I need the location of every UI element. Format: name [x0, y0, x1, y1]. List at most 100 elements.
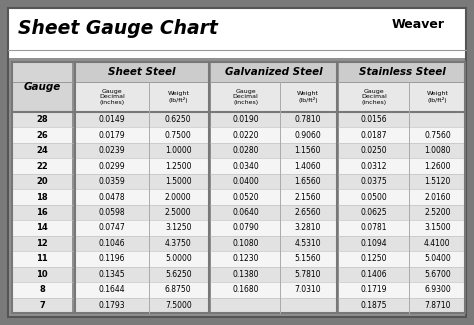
Text: 0.0156: 0.0156	[361, 115, 388, 124]
Bar	[75, 205, 149, 220]
Bar	[409, 266, 465, 282]
Text: 3.2810: 3.2810	[295, 224, 321, 232]
Text: 0.1196: 0.1196	[99, 254, 126, 263]
Text: 10: 10	[36, 270, 48, 279]
Bar	[409, 189, 465, 205]
Text: 0.0598: 0.0598	[99, 208, 126, 217]
Bar	[149, 298, 208, 313]
Text: 0.1345: 0.1345	[99, 270, 126, 279]
Text: 14: 14	[36, 224, 48, 232]
Bar	[280, 251, 336, 266]
Bar	[280, 205, 336, 220]
Text: 24: 24	[36, 146, 48, 155]
Bar	[280, 220, 336, 236]
Text: 6.8750: 6.8750	[165, 285, 191, 294]
Text: 0.0149: 0.0149	[99, 115, 126, 124]
Text: 2.5200: 2.5200	[424, 208, 451, 217]
Bar	[409, 127, 465, 143]
Bar	[75, 282, 149, 298]
Text: 0.0250: 0.0250	[361, 146, 388, 155]
Bar	[149, 220, 208, 236]
Text: Gauge
Decimal
(inches): Gauge Decimal (inches)	[233, 89, 258, 105]
Bar	[339, 189, 409, 205]
Bar	[339, 62, 465, 82]
Bar	[211, 298, 280, 313]
Bar	[409, 251, 465, 266]
Bar	[409, 298, 465, 313]
Bar	[409, 174, 465, 189]
Bar	[280, 282, 336, 298]
Bar	[75, 158, 149, 174]
Text: 3.1500: 3.1500	[424, 224, 451, 232]
Bar	[75, 62, 208, 82]
Text: 0.1793: 0.1793	[99, 301, 126, 310]
Bar	[12, 205, 72, 220]
Bar	[12, 189, 72, 205]
Text: 0.7560: 0.7560	[424, 131, 451, 140]
Text: 5.0400: 5.0400	[424, 254, 451, 263]
Bar	[75, 266, 149, 282]
Text: Weight
(lb/ft²): Weight (lb/ft²)	[167, 91, 189, 103]
Bar	[149, 112, 208, 127]
Bar	[280, 236, 336, 251]
Text: 0.1094: 0.1094	[361, 239, 388, 248]
Text: 0.0179: 0.0179	[99, 131, 126, 140]
Bar	[12, 112, 72, 127]
Bar	[12, 282, 72, 298]
Bar	[211, 158, 280, 174]
Bar	[339, 251, 409, 266]
Text: 16: 16	[36, 208, 48, 217]
Bar	[75, 112, 149, 127]
Bar	[75, 143, 149, 158]
Text: 0.0400: 0.0400	[232, 177, 259, 186]
Text: 1.6560: 1.6560	[295, 177, 321, 186]
Text: 20: 20	[36, 177, 48, 186]
Text: 5.1560: 5.1560	[295, 254, 321, 263]
Bar	[409, 205, 465, 220]
Bar	[339, 266, 409, 282]
Bar	[211, 127, 280, 143]
Text: 0.0747: 0.0747	[99, 224, 126, 232]
Text: 5.6700: 5.6700	[424, 270, 451, 279]
Text: 2.0160: 2.0160	[424, 192, 451, 202]
Text: 3.1250: 3.1250	[165, 224, 191, 232]
Text: 0.0500: 0.0500	[361, 192, 388, 202]
Text: 0.0299: 0.0299	[99, 162, 126, 171]
Text: 0.0478: 0.0478	[99, 192, 126, 202]
Bar	[409, 282, 465, 298]
Bar	[149, 189, 208, 205]
Bar	[339, 220, 409, 236]
Text: 8: 8	[39, 285, 45, 294]
Bar	[409, 158, 465, 174]
Bar	[149, 127, 208, 143]
Bar	[339, 112, 409, 127]
Text: 0.0312: 0.0312	[361, 162, 387, 171]
Text: 1.5000: 1.5000	[165, 177, 191, 186]
Text: 0.7500: 0.7500	[165, 131, 191, 140]
Bar	[211, 62, 336, 82]
Text: 26: 26	[36, 131, 48, 140]
Text: 0.1680: 0.1680	[232, 285, 259, 294]
Bar	[280, 112, 336, 127]
Bar	[75, 251, 149, 266]
Text: 0.1719: 0.1719	[361, 285, 387, 294]
Bar	[339, 298, 409, 313]
Bar	[211, 174, 280, 189]
Bar	[75, 298, 149, 313]
Bar	[339, 205, 409, 220]
Bar	[211, 251, 280, 266]
Bar	[149, 236, 208, 251]
Bar	[409, 236, 465, 251]
Bar	[409, 82, 465, 112]
Bar	[211, 236, 280, 251]
Text: 0.9060: 0.9060	[294, 131, 321, 140]
Text: 0.1644: 0.1644	[99, 285, 126, 294]
Text: 0.1230: 0.1230	[232, 254, 259, 263]
Bar	[339, 174, 409, 189]
Bar	[149, 82, 208, 112]
Text: 0.0340: 0.0340	[232, 162, 259, 171]
Bar	[75, 220, 149, 236]
Text: Galvanized Steel: Galvanized Steel	[225, 67, 322, 77]
Text: 2.0000: 2.0000	[165, 192, 191, 202]
Text: 0.0239: 0.0239	[99, 146, 126, 155]
